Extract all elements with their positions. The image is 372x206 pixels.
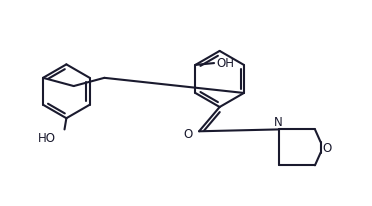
Text: O: O xyxy=(183,127,192,140)
Text: N: N xyxy=(273,116,282,129)
Text: HO: HO xyxy=(38,132,56,145)
Text: OH: OH xyxy=(216,56,234,69)
Text: O: O xyxy=(323,141,332,154)
